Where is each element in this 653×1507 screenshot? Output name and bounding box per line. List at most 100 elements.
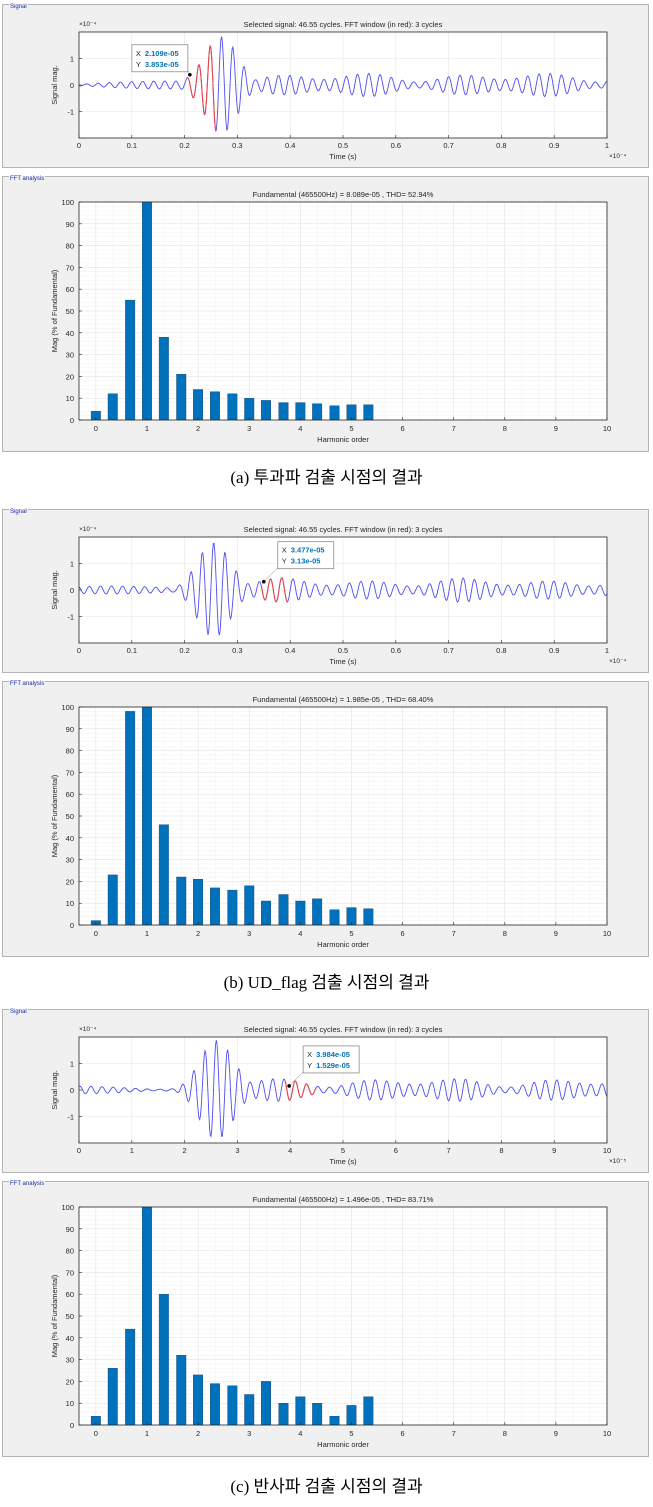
- fft-box: FFT analysis 0 1 2 3 4 5 6 7 8 9 10 0 10 20 30 40 50 60 70…: [2, 681, 649, 957]
- fft-title: Fundamental (465500Hz) = 8.089e-05 , THD…: [253, 190, 434, 199]
- fft-chart[interactable]: 0 1 2 3 4 5 6 7 8 9 100102030405060708090100Fundam…: [3, 1182, 648, 1456]
- fft-bar[interactable]: [209, 887, 220, 926]
- fft-bar[interactable]: [125, 711, 136, 926]
- fft-bar[interactable]: [125, 299, 136, 421]
- fft-bar[interactable]: [125, 1328, 136, 1426]
- datatip-y-label: Y: [307, 1061, 312, 1070]
- y-axis-label: Mag (% of Fundamental): [50, 774, 59, 857]
- fft-bar[interactable]: [158, 1293, 169, 1426]
- datatip-y-label: Y: [282, 557, 287, 566]
- fft-bar[interactable]: [141, 706, 152, 926]
- fft-bar[interactable]: [141, 201, 152, 421]
- datatip-x-value: 2.109e-05: [145, 49, 179, 58]
- y-tick-label: 100: [61, 1203, 74, 1212]
- signal-box: Signal 0 1 2 3 4 5 6 7 8 9 10 -1 0 1 Selected signal: …: [2, 1009, 649, 1173]
- fft-bar[interactable]: [295, 1396, 306, 1426]
- y-tick-label: 0: [70, 1421, 74, 1430]
- y-tick-label: 60: [66, 1290, 74, 1299]
- fft-bar[interactable]: [107, 874, 118, 926]
- fft-bar[interactable]: [209, 391, 220, 421]
- x-tick-label: 0.9: [549, 646, 559, 655]
- x-tick-label: 0.7: [443, 141, 453, 150]
- fft-box-title: FFT analysis: [9, 176, 46, 182]
- y-tick-label: 80: [66, 747, 74, 756]
- x-tick-label: 0.4: [285, 646, 295, 655]
- signal-box-title: Signal: [9, 509, 28, 515]
- x-axis-label: Harmonic order: [317, 435, 369, 444]
- fft-bar[interactable]: [176, 1354, 187, 1426]
- x-tick-label: 0: [94, 424, 98, 433]
- y-multiplier: ×10⁻⁴: [79, 1026, 96, 1033]
- fft-bar[interactable]: [329, 909, 340, 926]
- x-tick-label: 5: [349, 424, 353, 433]
- datatip[interactable]: X 3.984e-05 Y 1.529e-05: [287, 1045, 360, 1088]
- x-tick-label: 8: [503, 424, 507, 433]
- fft-bar[interactable]: [141, 1206, 152, 1426]
- signal-chart[interactable]: 0 1 2 3 4 5 6 7 8 9 10 -1 0 1 Selected signal: 46.55 c…: [3, 1010, 648, 1172]
- x-tick-label: 10: [603, 1146, 611, 1155]
- y-axis-label: Signal mag.: [50, 65, 59, 105]
- y-tick-label: 90: [66, 220, 74, 229]
- x-tick-label: 0.6: [391, 141, 401, 150]
- signal-box: Signal 0 0.1 0.2 0.3 0.4 0.5 0.6 0.7 0.8 0.9 1 -1 0 1…: [2, 509, 649, 673]
- x-tick-label: 1: [130, 1146, 134, 1155]
- fft-bar[interactable]: [278, 402, 289, 421]
- signal-line: [78, 1040, 608, 1138]
- fft-bar[interactable]: [107, 1368, 118, 1426]
- datatip-x-label: X: [307, 1050, 312, 1059]
- fft-bar[interactable]: [278, 1402, 289, 1426]
- fft-chart[interactable]: 0 1 2 3 4 5 6 7 8 9 100102030405060708090100Fundam…: [3, 177, 648, 451]
- fft-bar[interactable]: [158, 336, 169, 421]
- fft-bar[interactable]: [312, 403, 323, 421]
- figure-caption: (c) 반사파 검출 시점의 결과: [230, 1477, 423, 1496]
- fft-bar[interactable]: [244, 885, 255, 926]
- fft-window-line: [284, 1080, 318, 1102]
- fft-bar[interactable]: [329, 405, 340, 421]
- fft-bar[interactable]: [244, 397, 255, 421]
- y-tick-label: 0: [70, 586, 74, 595]
- signal-chart[interactable]: 0 0.1 0.2 0.3 0.4 0.5 0.6 0.7 0.8 0.9 1 -1 0 1 Selecte…: [3, 5, 648, 167]
- fft-bar[interactable]: [158, 824, 169, 926]
- y-tick-label: 40: [66, 329, 74, 338]
- fft-bar[interactable]: [244, 1394, 255, 1426]
- x-multiplier: ×10⁻⁴: [609, 658, 626, 665]
- fft-bar[interactable]: [329, 1416, 340, 1426]
- fft-bar[interactable]: [363, 1396, 374, 1426]
- y-tick-label: 10: [66, 394, 74, 403]
- y-tick-label: -1: [67, 108, 74, 117]
- fft-bar[interactable]: [363, 908, 374, 926]
- fft-bar[interactable]: [193, 389, 204, 421]
- fft-bar[interactable]: [278, 894, 289, 926]
- datatip-x-value: 3.984e-05: [316, 1050, 350, 1059]
- fft-bar[interactable]: [176, 876, 187, 926]
- signal-chart[interactable]: 0 0.1 0.2 0.3 0.4 0.5 0.6 0.7 0.8 0.9 1 -1 0 1 Selecte…: [3, 510, 648, 672]
- y-tick-label: 50: [66, 812, 74, 821]
- datatip[interactable]: X 3.477e-05 Y 3.13e-05: [262, 541, 335, 584]
- datatip[interactable]: X 2.109e-05 Y 3.853e-05: [131, 44, 192, 77]
- x-tick-label: 2: [196, 424, 200, 433]
- y-tick-label: -1: [67, 1113, 74, 1122]
- x-tick-label: 0: [94, 929, 98, 938]
- fft-bar[interactable]: [261, 1381, 271, 1426]
- panel-c: Signal 0 1 2 3 4 5 6 7 8 9 10 -1 0 1 Selected signal: …: [0, 1005, 653, 1507]
- figure-caption: (a) 투과파 검출 시점의 결과: [230, 468, 423, 487]
- fft-bar[interactable]: [193, 1374, 204, 1426]
- fft-chart[interactable]: 0 1 2 3 4 5 6 7 8 9 100102030405060708090100Fundam…: [3, 682, 648, 956]
- fft-box-title: FFT analysis: [9, 1181, 46, 1187]
- fft-bar[interactable]: [295, 900, 306, 926]
- fft-bar[interactable]: [193, 878, 204, 926]
- fft-bar[interactable]: [227, 1385, 238, 1426]
- fft-bar[interactable]: [363, 404, 374, 421]
- fft-bar[interactable]: [261, 400, 271, 421]
- fft-bar[interactable]: [261, 900, 271, 926]
- fft-bar[interactable]: [227, 889, 238, 926]
- fft-bar[interactable]: [227, 393, 238, 421]
- fft-bar[interactable]: [312, 1402, 323, 1426]
- x-tick-label: 0.2: [179, 646, 189, 655]
- y-tick-label: 20: [66, 372, 74, 381]
- x-tick-label: 7: [452, 1429, 456, 1438]
- fft-bar[interactable]: [176, 373, 187, 421]
- fft-bar[interactable]: [107, 393, 118, 421]
- fft-bar[interactable]: [312, 898, 323, 926]
- fft-bar[interactable]: [209, 1383, 220, 1426]
